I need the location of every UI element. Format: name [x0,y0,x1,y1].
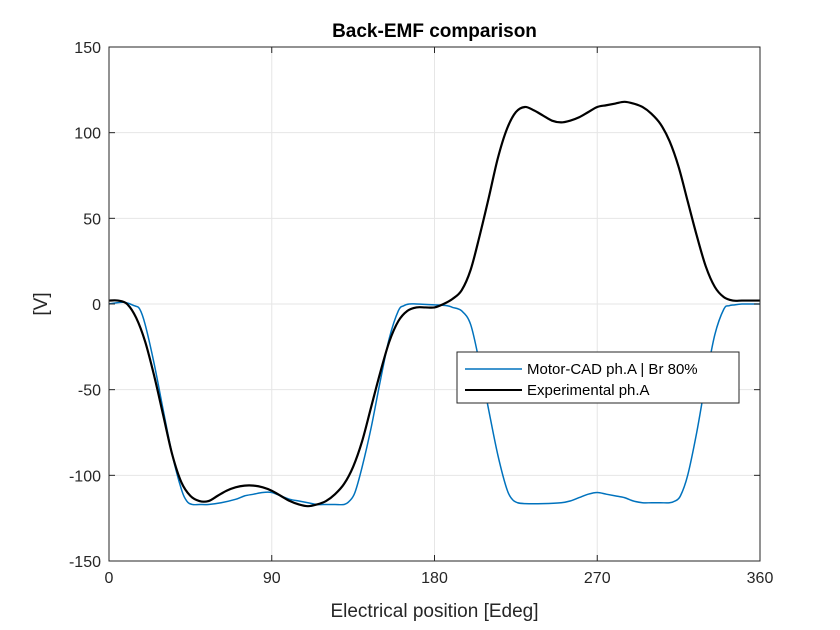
x-tick-label: 270 [584,570,611,587]
x-axis-label: Electrical position [Edeg] [330,601,538,622]
legend-box [456,351,740,404]
x-tick-label: 180 [421,570,448,587]
x-tick-label: 90 [263,570,281,587]
legend-label-motorcad: Motor-CAD ph.A | Br 80% [527,361,698,378]
y-tick-label: -50 [78,383,101,400]
series-line-experimental [108,100,760,508]
chart-title: Back-EMF comparison [332,21,537,42]
x-tick-label: 0 [105,570,114,587]
y-tick-label: -150 [69,554,101,571]
y-tick-label: -100 [69,468,101,485]
legend: Motor-CAD ph.A | Br 80% Experimental ph.… [456,351,740,404]
y-tick-label: 50 [83,211,101,228]
series-line-motorcad [108,301,761,506]
series-layer [108,100,761,508]
y-tick-label: 150 [74,40,101,57]
y-axis-label: [V] [31,292,52,315]
ticks: 0 90 180 270 360 -150 -100 -50 0 50 100 150 [69,40,773,587]
legend-label-experimental: Experimental ph.A [527,382,650,399]
x-tick-label: 360 [747,570,774,587]
y-tick-label: 0 [92,297,101,314]
y-tick-label: 100 [74,126,101,143]
